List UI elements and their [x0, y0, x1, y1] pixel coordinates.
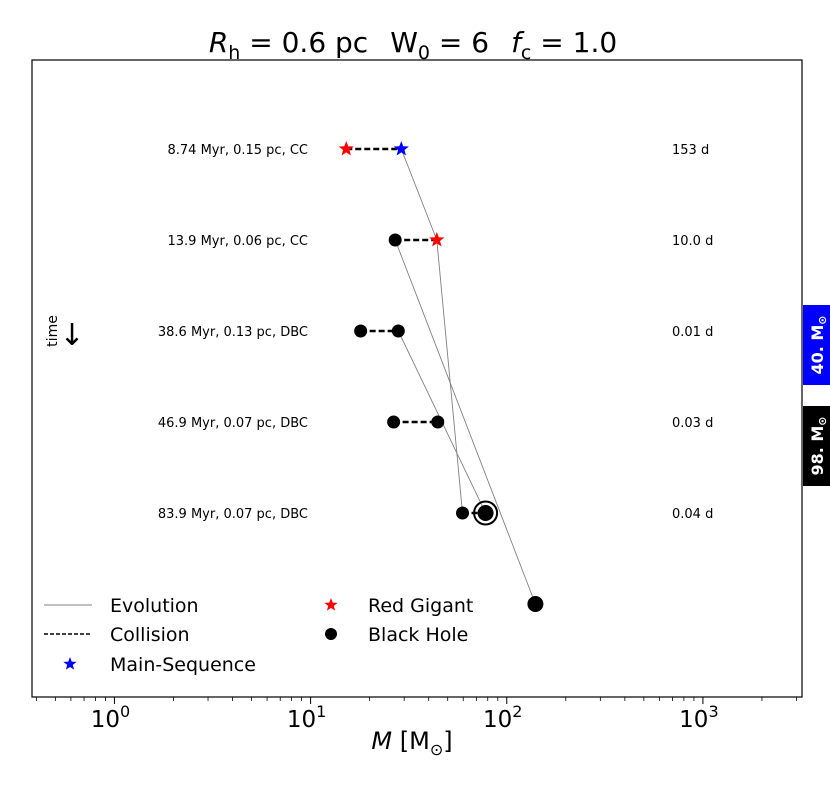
evolution-tracks [394, 148, 536, 605]
main-sequence-star-icon [63, 657, 77, 670]
svg-text:40. M⊙: 40. M⊙ [808, 315, 829, 374]
legend-item-main-sequence: Main-Sequence [63, 654, 256, 676]
side-tag-98: 98. M⊙ [803, 406, 830, 486]
black-hole-marker-4-b-ring [473, 500, 499, 526]
red-giant-marker-1-b [429, 232, 445, 247]
black-hole-marker-4-b [477, 505, 494, 521]
svg-text:Main-Sequence: Main-Sequence [110, 654, 256, 676]
event-labels: 8.74 Myr, 0.15 pc, CC 153 d 13.9 Myr, 0.06… [158, 143, 713, 522]
black-hole-dot-icon [325, 628, 337, 640]
legend-item-black-hole: Black Hole [325, 624, 468, 646]
svg-text:Black Hole: Black Hole [368, 624, 468, 646]
x-tick-label-1: 101 [287, 702, 326, 733]
svg-text:Red Gigant: Red Gigant [368, 595, 473, 617]
legend-item-red-giant: Red Gigant [324, 595, 473, 617]
period-label-4: 0.04 d [672, 507, 713, 522]
evolution-track-0 [400, 148, 463, 514]
red-giant-marker-0-a [338, 141, 354, 156]
red-giant-star-shape [324, 598, 338, 611]
x-tick-label-2: 102 [483, 702, 522, 733]
svg-text:Collision: Collision [110, 624, 190, 646]
x-tick-label-3: 103 [679, 702, 718, 733]
chart-title: Rh = 0.6 pc W0 = 6 fc = 1.0 [209, 26, 617, 64]
x-tick-label-0: 100 [91, 702, 130, 733]
period-label-2: 0.01 d [672, 325, 713, 340]
x-axis-ticks: 100 101 102 103 [35, 697, 797, 733]
event-label-0: 8.74 Myr, 0.15 pc, CC [168, 143, 309, 158]
red-giant-star-icon [324, 598, 338, 611]
event-markers [338, 141, 544, 612]
main-sequence-marker-0-b [393, 141, 409, 156]
legend-item-collision: Collision [44, 624, 190, 646]
time-label: time [45, 315, 61, 347]
svg-text:Evolution: Evolution [110, 595, 199, 617]
black-hole-marker-2-b [391, 324, 405, 338]
black-hole-marker-4-a [456, 506, 470, 520]
black-hole-marker-3-a [387, 415, 401, 429]
legend: Evolution Collision Main-Sequence Red Gi… [44, 595, 473, 676]
black-hole-marker-2-a [354, 324, 368, 338]
final-black-hole-marker [527, 596, 544, 612]
main-sequence-star-shape [63, 657, 77, 670]
event-label-2: 38.6 Myr, 0.13 pc, DBC [158, 325, 308, 340]
event-label-4: 83.9 Myr, 0.07 pc, DBC [158, 507, 308, 522]
evolution-track-2 [394, 239, 536, 605]
period-label-1: 10.0 d [672, 234, 713, 249]
period-label-3: 0.03 d [672, 416, 713, 431]
time-arrow: ↓ [59, 318, 84, 353]
side-tag-40: 40. M⊙ [803, 305, 830, 385]
legend-item-evolution: Evolution [44, 595, 199, 617]
period-label-0: 153 d [672, 143, 709, 158]
x-axis-label: M [M⊙] [371, 727, 452, 759]
svg-text:98. M⊙: 98. M⊙ [808, 416, 829, 475]
black-hole-marker-3-b [431, 415, 445, 429]
black-hole-marker-1-a [388, 233, 402, 247]
event-label-1: 13.9 Myr, 0.06 pc, CC [168, 234, 309, 249]
event-label-3: 46.9 Myr, 0.07 pc, DBC [158, 416, 308, 431]
plot-area [31, 59, 803, 698]
